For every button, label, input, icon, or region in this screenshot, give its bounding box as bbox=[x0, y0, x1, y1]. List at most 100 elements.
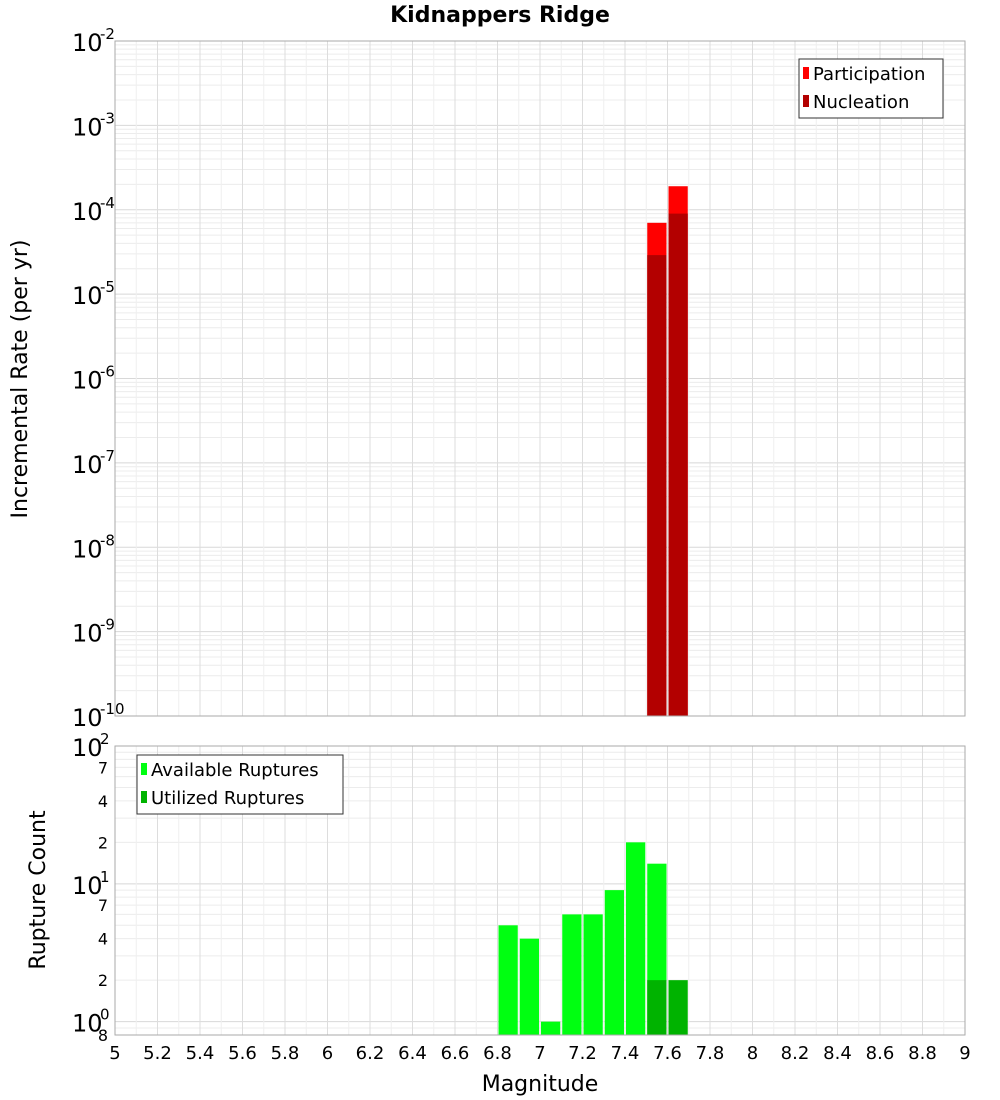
rate-y-tick-label: 10-9 bbox=[72, 616, 115, 648]
rate-plot-border bbox=[114, 40, 966, 717]
count-y-minor-label: 2 bbox=[98, 833, 108, 852]
legend-swatch-available-ruptures bbox=[141, 763, 147, 775]
rate-y-tick-exponent: -5 bbox=[100, 278, 115, 296]
x-tick-label: 6.2 bbox=[356, 1043, 385, 1064]
x-tick-label: 6.6 bbox=[441, 1043, 470, 1064]
rate-y-tick-exponent: -2 bbox=[100, 25, 115, 43]
rate-y-tick-exponent: -8 bbox=[100, 531, 115, 549]
bar-available-ruptures-7.15 bbox=[562, 914, 582, 1035]
rate-y-tick-exponent: -7 bbox=[100, 447, 115, 465]
rate-y-tick-label: 10-4 bbox=[72, 194, 115, 226]
count-y-minor-label: 7 bbox=[98, 896, 108, 915]
bar-available-ruptures-6.85 bbox=[498, 925, 518, 1035]
rate-y-tick-label: 10-2 bbox=[72, 25, 115, 57]
x-tick-label: 7.8 bbox=[696, 1043, 725, 1064]
legend-swatch-nucleation bbox=[803, 95, 809, 107]
count-y-minor-label: 4 bbox=[98, 792, 108, 811]
x-tick-label: 6.8 bbox=[483, 1043, 512, 1064]
rate-y-tick-exponent: -3 bbox=[100, 109, 115, 127]
count-y-minor-label: 8 bbox=[98, 1026, 108, 1045]
count-y-minor-label: 7 bbox=[98, 758, 108, 777]
bar-available-ruptures-7.45 bbox=[626, 842, 646, 1035]
rate-y-tick-exponent: -4 bbox=[100, 194, 115, 212]
x-tick-label: 8.8 bbox=[908, 1043, 937, 1064]
x-tick-label: 8.6 bbox=[866, 1043, 895, 1064]
x-tick-label: 5.4 bbox=[186, 1043, 215, 1064]
x-tick-label: 7.4 bbox=[611, 1043, 640, 1064]
count-y-minor-label: 4 bbox=[98, 930, 108, 949]
rate-y-tick-base: 10 bbox=[72, 29, 103, 57]
rate-y-tick-base: 10 bbox=[72, 704, 103, 732]
rate-y-tick-label: 10-5 bbox=[72, 278, 115, 310]
x-tick-label: 8.2 bbox=[781, 1043, 810, 1064]
x-tick-labels: 5 5.2 5.4 5.6 5.8 6 6.2 6.4 6.6 6.8 7 7.2 7.4 7.6 7.8 8… bbox=[109, 1043, 970, 1064]
legend-swatch-participation bbox=[803, 67, 809, 79]
rate-y-tick-labels: 10-210-310-410-510-610-710-810-910-10 bbox=[72, 25, 125, 732]
count-y-tick-base: 10 bbox=[72, 734, 103, 762]
x-tick-label: 6 bbox=[322, 1043, 333, 1064]
count-plot-border bbox=[114, 745, 966, 1036]
rate-y-tick-label: 10-10 bbox=[72, 700, 125, 732]
rate-y-tick-label: 10-3 bbox=[72, 109, 115, 141]
legend-label-nucleation: Nucleation bbox=[813, 92, 909, 113]
count-y-tick-exponent: 0 bbox=[100, 1006, 110, 1024]
rate-y-tick-exponent: -10 bbox=[100, 700, 125, 718]
rate-panel: 10-210-310-410-510-610-710-810-910-10 In… bbox=[8, 25, 966, 732]
count-bars bbox=[498, 842, 688, 1035]
legend-swatch-utilized-ruptures bbox=[141, 791, 147, 803]
x-tick-label: 9 bbox=[959, 1043, 970, 1064]
x-tick-label: 8 bbox=[747, 1043, 758, 1064]
bar-nucleation-7.65 bbox=[668, 213, 688, 717]
bar-available-ruptures-7.05 bbox=[541, 1021, 561, 1035]
rate-y-tick-base: 10 bbox=[72, 451, 103, 479]
rate-y-tick-base: 10 bbox=[72, 620, 103, 648]
bar-available-ruptures-7.35 bbox=[604, 890, 624, 1035]
count-y-major-label: 102 bbox=[72, 730, 110, 762]
rate-legend-box bbox=[798, 58, 944, 119]
legend-label-available-ruptures: Available Ruptures bbox=[151, 760, 319, 781]
count-y-tick-exponent: 2 bbox=[100, 730, 110, 748]
x-tick-label: 5.8 bbox=[271, 1043, 300, 1064]
x-tick-label: 5.2 bbox=[143, 1043, 172, 1064]
bar-nucleation-7.55 bbox=[647, 255, 667, 716]
x-tick-label: 5 bbox=[109, 1043, 120, 1064]
x-tick-label: 6.4 bbox=[398, 1043, 427, 1064]
legend-label-participation: Participation bbox=[813, 64, 925, 85]
x-tick-label: 7.6 bbox=[653, 1043, 682, 1064]
rate-y-tick-base: 10 bbox=[72, 535, 103, 563]
count-y-minor-label: 2 bbox=[98, 971, 108, 990]
rate-bars bbox=[647, 186, 688, 717]
bar-utilized-ruptures-7.55 bbox=[647, 980, 667, 1035]
count-y-major-label: 101 bbox=[72, 868, 110, 900]
rate-y-tick-base: 10 bbox=[72, 367, 103, 395]
rate-grid bbox=[114, 41, 966, 717]
count-legend-box bbox=[136, 754, 344, 815]
count-y-axis-label: Rupture Count bbox=[26, 810, 51, 970]
bar-available-ruptures-7.25 bbox=[583, 914, 603, 1035]
count-legend: Available Ruptures Utilized Ruptures bbox=[136, 754, 344, 815]
chart-title: Kidnappers Ridge bbox=[390, 3, 610, 28]
rate-y-tick-exponent: -9 bbox=[100, 616, 115, 634]
x-tick-label: 5.6 bbox=[228, 1043, 257, 1064]
rate-y-tick-label: 10-6 bbox=[72, 363, 115, 395]
rate-legend: Participation Nucleation bbox=[798, 58, 944, 119]
rate-y-tick-exponent: -6 bbox=[100, 363, 115, 381]
rate-y-tick-base: 10 bbox=[72, 113, 103, 141]
x-tick-label: 7.2 bbox=[568, 1043, 597, 1064]
count-y-major-label: 100 bbox=[72, 1006, 110, 1038]
x-tick-label: 8.4 bbox=[823, 1043, 852, 1064]
legend-label-utilized-ruptures: Utilized Ruptures bbox=[151, 788, 304, 809]
bar-utilized-ruptures-7.65 bbox=[668, 980, 688, 1035]
bar-available-ruptures-6.95 bbox=[519, 938, 539, 1035]
rate-y-tick-label: 10-7 bbox=[72, 447, 115, 479]
count-y-tick-exponent: 1 bbox=[100, 868, 110, 886]
rate-y-tick-base: 10 bbox=[72, 198, 103, 226]
count-y-tick-base: 10 bbox=[72, 872, 103, 900]
count-y-tick-base: 10 bbox=[72, 1010, 103, 1038]
x-tick-label: 7 bbox=[534, 1043, 545, 1064]
rate-y-tick-base: 10 bbox=[72, 282, 103, 310]
x-axis-label: Magnitude bbox=[482, 1072, 599, 1097]
